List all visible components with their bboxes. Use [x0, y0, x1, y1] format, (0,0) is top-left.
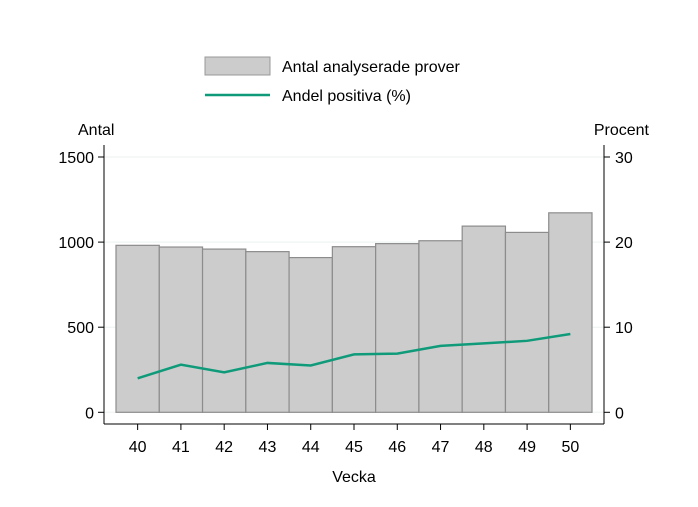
- tick-label-x: 41: [172, 439, 190, 456]
- bar-43: [245, 251, 290, 413]
- legend: Antal analyserade prover Andel positiva …: [204, 56, 461, 105]
- legend-swatch-bar: [204, 56, 271, 76]
- tick-label-x: 40: [129, 439, 147, 456]
- tick-label-left: 0: [85, 405, 94, 422]
- x-axis-label: Vecka: [332, 469, 376, 486]
- y-axis-label-right: Procent: [594, 122, 650, 139]
- tick-label-x: 42: [215, 439, 233, 456]
- tick-label-left: 1000: [58, 235, 94, 252]
- bar-46: [375, 243, 420, 413]
- tick-label-x: 48: [475, 439, 493, 456]
- legend-label-line: Andel positiva (%): [282, 88, 411, 105]
- tick-label-right: 20: [615, 235, 633, 252]
- tick-label-x: 45: [345, 439, 363, 456]
- bar-44: [288, 256, 333, 413]
- tick-label-x: 50: [561, 439, 579, 456]
- bar-42: [201, 248, 247, 413]
- tick-label-x: 44: [302, 439, 320, 456]
- tick-label-x: 43: [259, 439, 277, 456]
- tick-label-right: 0: [615, 405, 624, 422]
- bar-45: [331, 246, 377, 413]
- tick-label-left: 500: [67, 320, 94, 337]
- bar-50: [548, 212, 593, 413]
- tick-label-left: 1500: [58, 150, 94, 167]
- bar-41: [158, 246, 204, 413]
- legend-label-bar: Antal analyserade prover: [282, 59, 461, 76]
- tick-label-x: 46: [388, 439, 406, 456]
- bar-40: [115, 244, 160, 413]
- tick-label-right: 30: [615, 150, 633, 167]
- bar-49: [504, 231, 550, 413]
- tick-label-x: 49: [518, 439, 536, 456]
- tick-label-right: 10: [615, 320, 633, 337]
- series-line-andel-positiva: [137, 332, 571, 380]
- tick-label-x: 47: [432, 439, 450, 456]
- y-axis-label-left: Antal: [78, 122, 114, 139]
- bars: [115, 212, 593, 413]
- bar-47: [418, 240, 463, 413]
- axes: 0 500 1000 1500 0 10 20 30 40 41 42 43 44 45 46 47 48 49 5…: [58, 145, 633, 456]
- bar-48: [461, 225, 507, 413]
